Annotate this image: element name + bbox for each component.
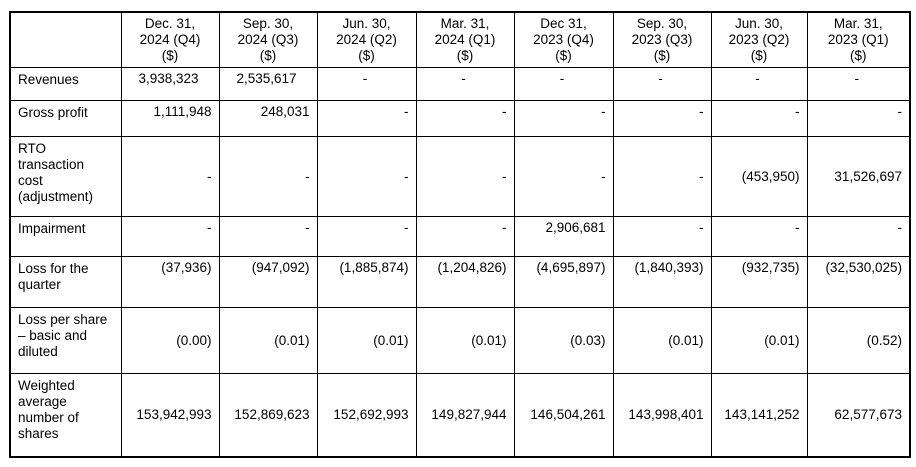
cell-value: (1,840,393) xyxy=(612,256,712,308)
table-row: RTO transaction cost (adjustment) - - - - - -(… xyxy=(9,136,911,217)
cell-value: (0.01) xyxy=(218,307,318,374)
cell-value: (0.52) xyxy=(806,307,911,374)
row-label: Gross profit xyxy=(9,100,122,137)
table-row: Impairment - - - -2,906,681- - - xyxy=(9,216,911,257)
cell-value: - xyxy=(710,216,808,257)
cell-value: - xyxy=(120,136,220,217)
column-header-4: Dec 31, 2023 (Q4) ($) xyxy=(513,11,614,68)
cell-value: 143,998,401 xyxy=(612,373,712,457)
cell-value: (32,530,025) xyxy=(806,256,911,308)
cell-value: (0.01) xyxy=(415,307,515,374)
financial-table: Dec. 31, 2024 (Q4) ($) Sep. 30, 2024 (Q3)… xyxy=(9,11,911,458)
table-row: Loss for the quarter (37,936) (947,092) (1,… xyxy=(9,256,911,308)
cell-value: - xyxy=(218,216,318,257)
cell-value: - xyxy=(806,216,911,257)
cell-value: 152,692,993 xyxy=(316,373,417,457)
cell-value: - xyxy=(316,136,417,217)
column-header-0: Dec. 31, 2024 (Q4) ($) xyxy=(120,11,220,68)
cell-value: - xyxy=(513,136,614,217)
cell-value: (932,735) xyxy=(710,256,808,308)
cell-value: - xyxy=(806,67,911,101)
cell-value: (0.00) xyxy=(120,307,220,374)
cell-value: 3,938,323 xyxy=(120,67,220,101)
row-label: RTO transaction cost (adjustment) xyxy=(9,136,122,217)
corner-cell xyxy=(9,11,122,68)
cell-value: - xyxy=(710,67,808,101)
column-header-6: Jun. 30, 2023 (Q2) ($) xyxy=(710,11,808,68)
cell-value: 62,577,673 xyxy=(806,373,911,457)
table-row: Weighted average number of shares 153,942… xyxy=(9,373,911,457)
cell-value: - xyxy=(218,136,318,217)
cell-value: - xyxy=(612,67,712,101)
column-header-3: Mar. 31, 2024 (Q1) ($) xyxy=(415,11,515,68)
cell-value: 2,535,617 xyxy=(218,67,318,101)
table-row: Gross profit 1,111,948 248,031- - - - - - xyxy=(9,100,911,137)
column-header-2: Jun. 30, 2024 (Q2) ($) xyxy=(316,11,417,68)
cell-value: - xyxy=(316,216,417,257)
cell-value: - xyxy=(316,100,417,137)
cell-value: - xyxy=(612,100,712,137)
cell-value: (1,885,874) xyxy=(316,256,417,308)
cell-value: 31,526,697 xyxy=(806,136,911,217)
cell-value: - xyxy=(513,100,614,137)
cell-value: (1,204,826) xyxy=(415,256,515,308)
cell-value: (0.01) xyxy=(710,307,808,374)
cell-value: - xyxy=(806,100,911,137)
cell-value: (0.01) xyxy=(612,307,712,374)
cell-value: 146,504,261 xyxy=(513,373,614,457)
row-label: Weighted average number of shares xyxy=(9,373,122,457)
column-header-7: Mar. 31, 2023 (Q1) ($) xyxy=(806,11,911,68)
cell-value: - xyxy=(415,136,515,217)
cell-value: 152,869,623 xyxy=(218,373,318,457)
cell-value: 2,906,681 xyxy=(513,216,614,257)
column-header-1: Sep. 30, 2024 (Q3) ($) xyxy=(218,11,318,68)
cell-value: (0.03) xyxy=(513,307,614,374)
cell-value: - xyxy=(415,100,515,137)
cell-value: 153,942,993 xyxy=(120,373,220,457)
header-row: Dec. 31, 2024 (Q4) ($) Sep. 30, 2024 (Q3)… xyxy=(9,11,911,68)
cell-value: - xyxy=(120,216,220,257)
table-row: Loss per share – basic and diluted (0.00)… xyxy=(9,307,911,374)
row-label: Loss for the quarter xyxy=(9,256,122,308)
cell-value: 248,031 xyxy=(218,100,318,137)
row-label: Impairment xyxy=(9,216,122,257)
cell-value: - xyxy=(612,216,712,257)
cell-value: - xyxy=(513,67,614,101)
cell-value: (0.01) xyxy=(316,307,417,374)
row-label: Revenues xyxy=(9,67,122,101)
cell-value: - xyxy=(316,67,417,101)
cell-value: (37,936) xyxy=(120,256,220,308)
cell-value: (947,092) xyxy=(218,256,318,308)
table-body: Revenues 3,938,323 2,535,617- - - - - - Gross pr… xyxy=(9,67,911,457)
cell-value: - xyxy=(415,216,515,257)
cell-value: 149,827,944 xyxy=(415,373,515,457)
column-header-5: Sep. 30, 2023 (Q3) ($) xyxy=(612,11,712,68)
cell-value: (4,695,897) xyxy=(513,256,614,308)
cell-value: - xyxy=(612,136,712,217)
table-row: Revenues 3,938,323 2,535,617- - - - - - xyxy=(9,67,911,101)
cell-value: 143,141,252 xyxy=(710,373,808,457)
cell-value: - xyxy=(415,67,515,101)
cell-value: 1,111,948 xyxy=(120,100,220,137)
cell-value: - xyxy=(710,100,808,137)
cell-value: (453,950) xyxy=(710,136,808,217)
row-label: Loss per share – basic and diluted xyxy=(9,307,122,374)
